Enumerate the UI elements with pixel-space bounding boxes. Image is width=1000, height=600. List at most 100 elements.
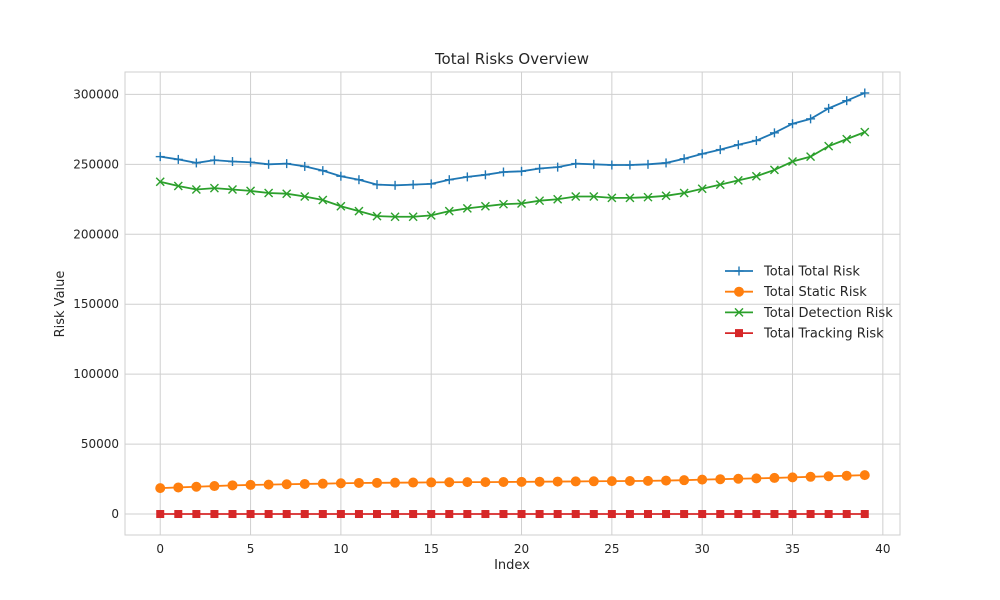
marker-stroke [517, 198, 527, 208]
marker-stroke [697, 184, 707, 194]
data-point [318, 510, 327, 519]
legend-item-total-static-risk: Total Static Risk [725, 285, 867, 300]
data-point [336, 201, 346, 211]
data-point [408, 180, 418, 190]
data-point [155, 152, 165, 162]
data-point [733, 140, 743, 150]
data-point [535, 510, 544, 519]
data-point [661, 191, 671, 201]
marker-stroke [408, 212, 418, 222]
data-point [823, 471, 834, 482]
data-point [282, 159, 292, 169]
legend-label: Total Total Risk [763, 265, 860, 280]
marker-stroke [824, 141, 834, 151]
marker-stroke [751, 171, 761, 181]
marker-stroke [769, 165, 779, 175]
data-point [227, 480, 238, 491]
data-point [427, 510, 436, 519]
data-point [770, 510, 779, 519]
data-point [228, 510, 237, 519]
data-point [390, 180, 400, 190]
chart-title: Total Risks Overview [434, 50, 589, 68]
data-point [246, 157, 256, 167]
data-point [787, 472, 798, 483]
legend-marker [734, 286, 744, 297]
marker-stroke [462, 203, 472, 213]
marker-stroke [715, 180, 725, 190]
data-point [806, 114, 816, 124]
x-tick-label: 10 [333, 542, 348, 556]
data-point [426, 210, 436, 220]
data-point [444, 206, 454, 216]
data-point [408, 477, 419, 488]
data-point [769, 128, 779, 138]
marker-stroke [246, 186, 256, 196]
x-tick-label: 0 [156, 542, 164, 556]
data-point [191, 185, 201, 194]
legend-item-total-detection-risk: Total Detection Risk [725, 306, 893, 321]
data-point [733, 473, 744, 484]
data-point [643, 192, 653, 202]
data-point [155, 483, 166, 494]
data-point [155, 177, 165, 187]
data-point [227, 185, 237, 194]
data-point [715, 145, 725, 155]
legend-label: Total Detection Risk [763, 306, 893, 321]
data-point [751, 171, 761, 181]
data-point [661, 158, 671, 168]
y-axis-label: Risk Value [53, 271, 68, 338]
data-point [390, 212, 400, 222]
marker-stroke [426, 210, 436, 220]
data-point [842, 96, 852, 106]
data-point [300, 510, 309, 519]
marker-stroke [155, 177, 165, 187]
data-point [553, 194, 563, 204]
marker-stroke [354, 206, 364, 216]
marker-stroke [571, 191, 581, 201]
data-point [444, 175, 454, 185]
marker-stroke [444, 206, 454, 216]
x-axis-ticks: 0 5 10 15 20 25 30 35 40 [156, 542, 890, 556]
series-total-tracking-risk [156, 510, 869, 519]
data-point [715, 474, 726, 485]
marker-stroke [661, 191, 671, 201]
x-tick-label: 15 [424, 542, 439, 556]
x-tick-label: 30 [695, 542, 710, 556]
y-tick-label: 100000 [73, 367, 119, 381]
data-point [354, 510, 363, 519]
data-point [372, 211, 382, 221]
data-point [552, 476, 563, 487]
y-tick-label: 150000 [73, 297, 119, 311]
data-point [499, 510, 508, 519]
data-point [860, 88, 870, 98]
marker-stroke [734, 307, 744, 317]
data-point [588, 476, 599, 487]
data-point [643, 159, 653, 169]
marker-stroke [733, 175, 743, 185]
marker-stroke [191, 185, 201, 194]
data-point [859, 470, 870, 481]
series-line-total-static-risk [160, 474, 865, 490]
x-tick-label: 40 [875, 542, 890, 556]
x-axis-label: Index [494, 558, 530, 573]
marker-stroke [553, 194, 563, 204]
data-point [462, 477, 473, 488]
data-point [281, 479, 292, 490]
data-point [571, 510, 580, 519]
data-point [824, 510, 833, 519]
marker-stroke [336, 201, 346, 211]
plot-area-frame [124, 71, 901, 536]
data-point [860, 127, 870, 137]
data-point [408, 212, 418, 222]
data-point [173, 181, 183, 191]
data-point [643, 510, 652, 519]
marker-stroke [535, 196, 545, 206]
data-point [481, 510, 490, 519]
legend: Total Total Risk Total Static Risk Total D… [725, 265, 893, 342]
data-point [156, 510, 165, 519]
data-point [246, 510, 255, 519]
marker-stroke [300, 191, 310, 201]
data-point [318, 195, 328, 205]
data-point [517, 510, 526, 519]
